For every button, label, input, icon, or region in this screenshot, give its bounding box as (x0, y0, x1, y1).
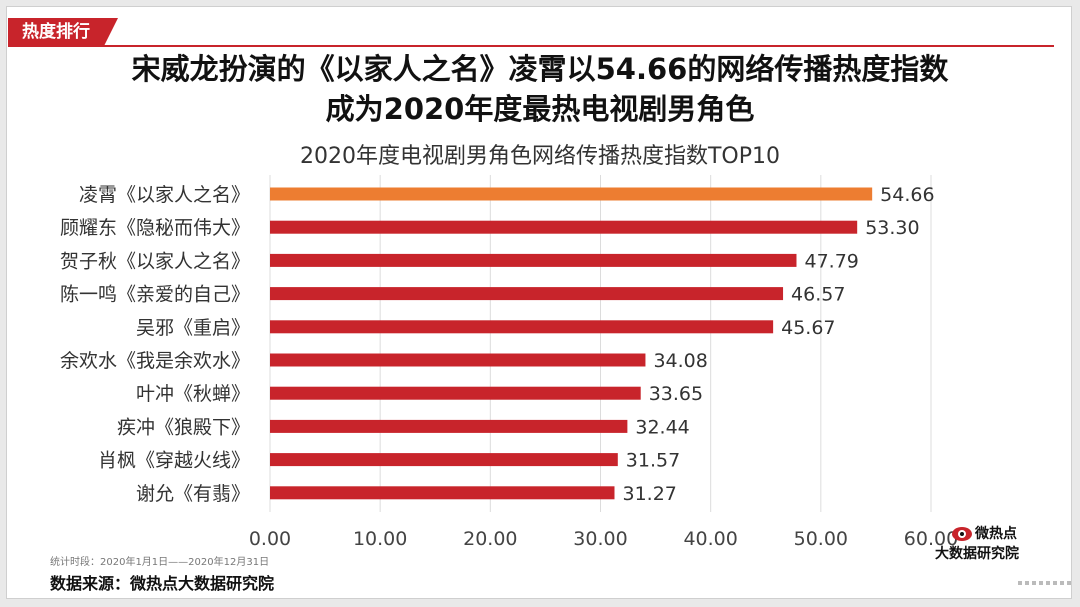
category-label: 顾耀东《隐秘而伟大》 (60, 217, 250, 239)
category-label: 陈一鸣《亲爱的自己》 (60, 284, 250, 306)
bar (270, 353, 646, 367)
brand-logo: 微热点 大数据研究院 (935, 523, 1045, 565)
tag-underline (8, 45, 1054, 47)
category-label: 肖枫《穿越火线》 (98, 450, 250, 472)
bar (270, 386, 641, 400)
chart-title: 2020年度电视剧男角色网络传播热度指数TOP10 (300, 144, 780, 169)
category-label: 贺子秋《以家人之名》 (60, 250, 250, 272)
bar (270, 320, 774, 334)
category-label: 谢允《有翡》 (136, 483, 250, 505)
data-source: 数据来源：微热点大数据研究院 (50, 574, 275, 593)
bar (270, 187, 873, 201)
category-label: 凌霄《以家人之名》 (79, 184, 250, 206)
data-label: 34.08 (653, 350, 707, 372)
hot-ranking-tag: 热度排行 (8, 18, 118, 46)
bar (270, 253, 797, 267)
data-label: 53.30 (865, 217, 919, 239)
bar (270, 419, 628, 433)
bar (270, 220, 858, 234)
headline-line-1: 宋威龙扮演的《以家人之名》凌霄以54.66的网络传播热度指数 (131, 52, 949, 86)
x-tick-label: 60.00 (904, 528, 958, 550)
data-label: 31.27 (622, 483, 676, 505)
x-tick-label: 40.00 (683, 528, 737, 550)
data-label: 54.66 (880, 184, 934, 206)
x-tick-label: 50.00 (794, 528, 848, 550)
more-dots-icon (1018, 581, 1071, 585)
data-label: 33.65 (649, 383, 703, 405)
bar (270, 287, 784, 301)
statistics-period: 统计时段：2020年1月1日——2020年12月31日 (50, 557, 270, 568)
data-label: 47.79 (804, 250, 858, 272)
data-label: 31.57 (626, 450, 680, 472)
data-label: 46.57 (791, 284, 845, 306)
x-tick-label: 0.00 (249, 528, 291, 550)
data-label: 32.44 (635, 416, 689, 438)
bar (270, 453, 618, 467)
brand-subtitle: 大数据研究院 (935, 546, 1019, 562)
headline-line-2: 成为2020年度最热电视剧男角色 (325, 92, 755, 126)
x-tick-label: 30.00 (573, 528, 627, 550)
weibo-eye-icon (952, 527, 972, 541)
bar (270, 486, 615, 500)
infographic-card (6, 6, 1072, 599)
brand-name: 微热点 (975, 526, 1017, 542)
category-label: 疾冲《狼殿下》 (117, 416, 250, 438)
x-tick-label: 20.00 (463, 528, 517, 550)
x-tick-label: 10.00 (353, 528, 407, 550)
category-label: 叶冲《秋蝉》 (136, 383, 250, 405)
data-label: 45.67 (781, 317, 835, 339)
category-label: 吴邪《重启》 (136, 317, 250, 339)
category-label: 余欢水《我是余欢水》 (60, 350, 250, 372)
